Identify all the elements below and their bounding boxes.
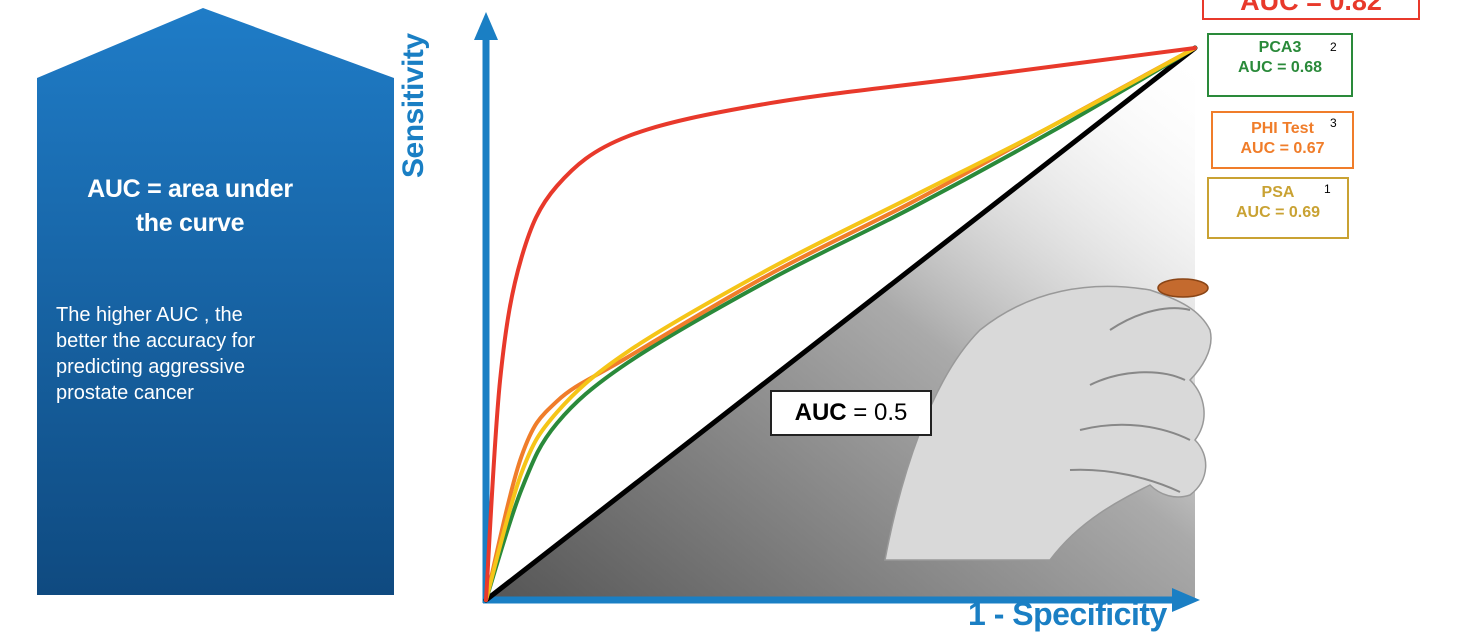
legend-box-psa: PSA AUC = 0.69 1 [1207,177,1349,239]
coin-icon [1157,278,1209,298]
legend-red-auc: AUC = 0.82 [1240,0,1382,16]
legend-pca3-name: PCA3 [1258,39,1302,56]
axes [474,12,1200,612]
legend-pca3-auc: AUC = 0.68 [1237,59,1323,76]
legend-psa-ref: 1 [1324,182,1331,196]
roc-curve-psa [484,46,1197,602]
legend-phi-name: PHI Test [1251,120,1314,137]
legend-pca3-ref: 2 [1330,40,1337,54]
auc-label-bold: AUC [794,399,847,426]
legend-box-red: AUC = 0.82 [1202,0,1420,20]
legend-phi-auc: AUC = 0.67 [1240,140,1325,157]
y-axis-arrowhead [474,12,498,40]
diagonal-auc-label: AUC = 0.5 [770,390,932,436]
legend-box-pca3: PCA3 AUC = 0.68 2 [1207,33,1353,97]
x-axis-arrowhead [1172,588,1200,612]
coin-flip-hand-illustration [884,278,1212,561]
legend-psa-auc: AUC = 0.69 [1235,204,1321,221]
panel-description: The higher AUC , the better the accuracy… [56,304,255,404]
info-panel: AUC = area under the curve The higher AU… [0,0,400,600]
panel-title: AUC = area under the curve [87,175,293,237]
roc-curves [483,45,1198,603]
auc-label-value: = 0.5 [846,399,908,426]
legend-box-phi: PHI Test AUC = 0.67 3 [1211,111,1354,169]
legend-psa-name: PSA [1261,184,1295,201]
y-axis-label: Sensitivity [397,33,430,178]
roc-curve-pca3 [484,46,1197,602]
roc-curve-red [484,46,1197,602]
arrow-shape [37,8,394,595]
reference-diagonal [483,45,1198,603]
x-axis-label: 1 - Specificity [968,596,1167,632]
legend-phi-ref: 3 [1330,116,1337,130]
